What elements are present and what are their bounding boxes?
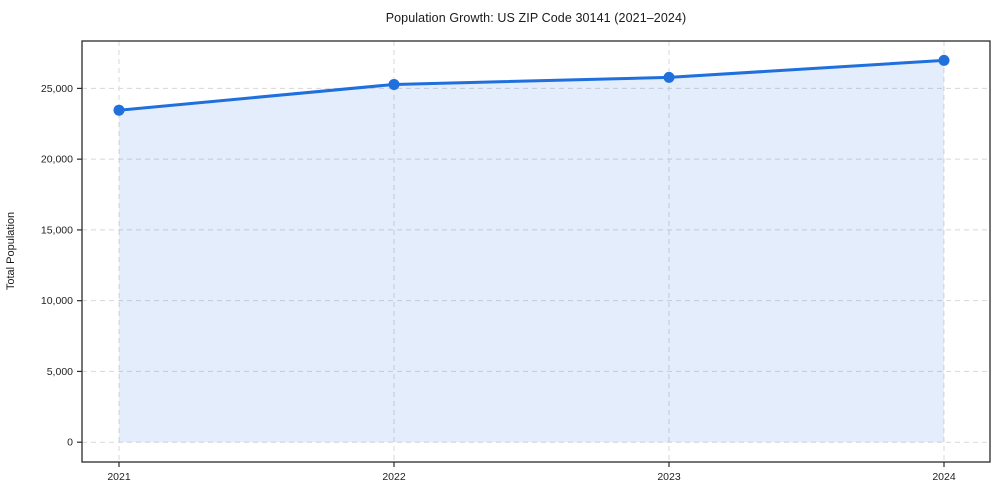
- y-tick-label: 5,000: [47, 366, 73, 378]
- data-point-marker: [388, 78, 400, 90]
- y-tick-label: 10,000: [41, 295, 73, 307]
- y-tick-label: 15,000: [41, 224, 73, 236]
- x-tick-label: 2023: [657, 471, 681, 483]
- series-line: [117, 58, 946, 112]
- y-tick-label: 0: [67, 437, 73, 449]
- plot-border: [81, 40, 991, 463]
- data-point-marker: [113, 104, 125, 116]
- series-area-fill: [119, 60, 944, 443]
- x-tick-label: 2022: [382, 471, 406, 483]
- data-point-marker: [938, 54, 950, 66]
- x-tick-label: 2024: [932, 471, 956, 483]
- x-tick-label: 2021: [107, 471, 131, 483]
- y-tick-label: 25,000: [41, 83, 73, 95]
- y-axis-label: Total Population: [5, 211, 17, 291]
- data-point-marker: [663, 71, 675, 83]
- y-tick-label: 20,000: [41, 154, 73, 166]
- chart-title: Population Growth: US ZIP Code 30141 (20…: [385, 11, 687, 25]
